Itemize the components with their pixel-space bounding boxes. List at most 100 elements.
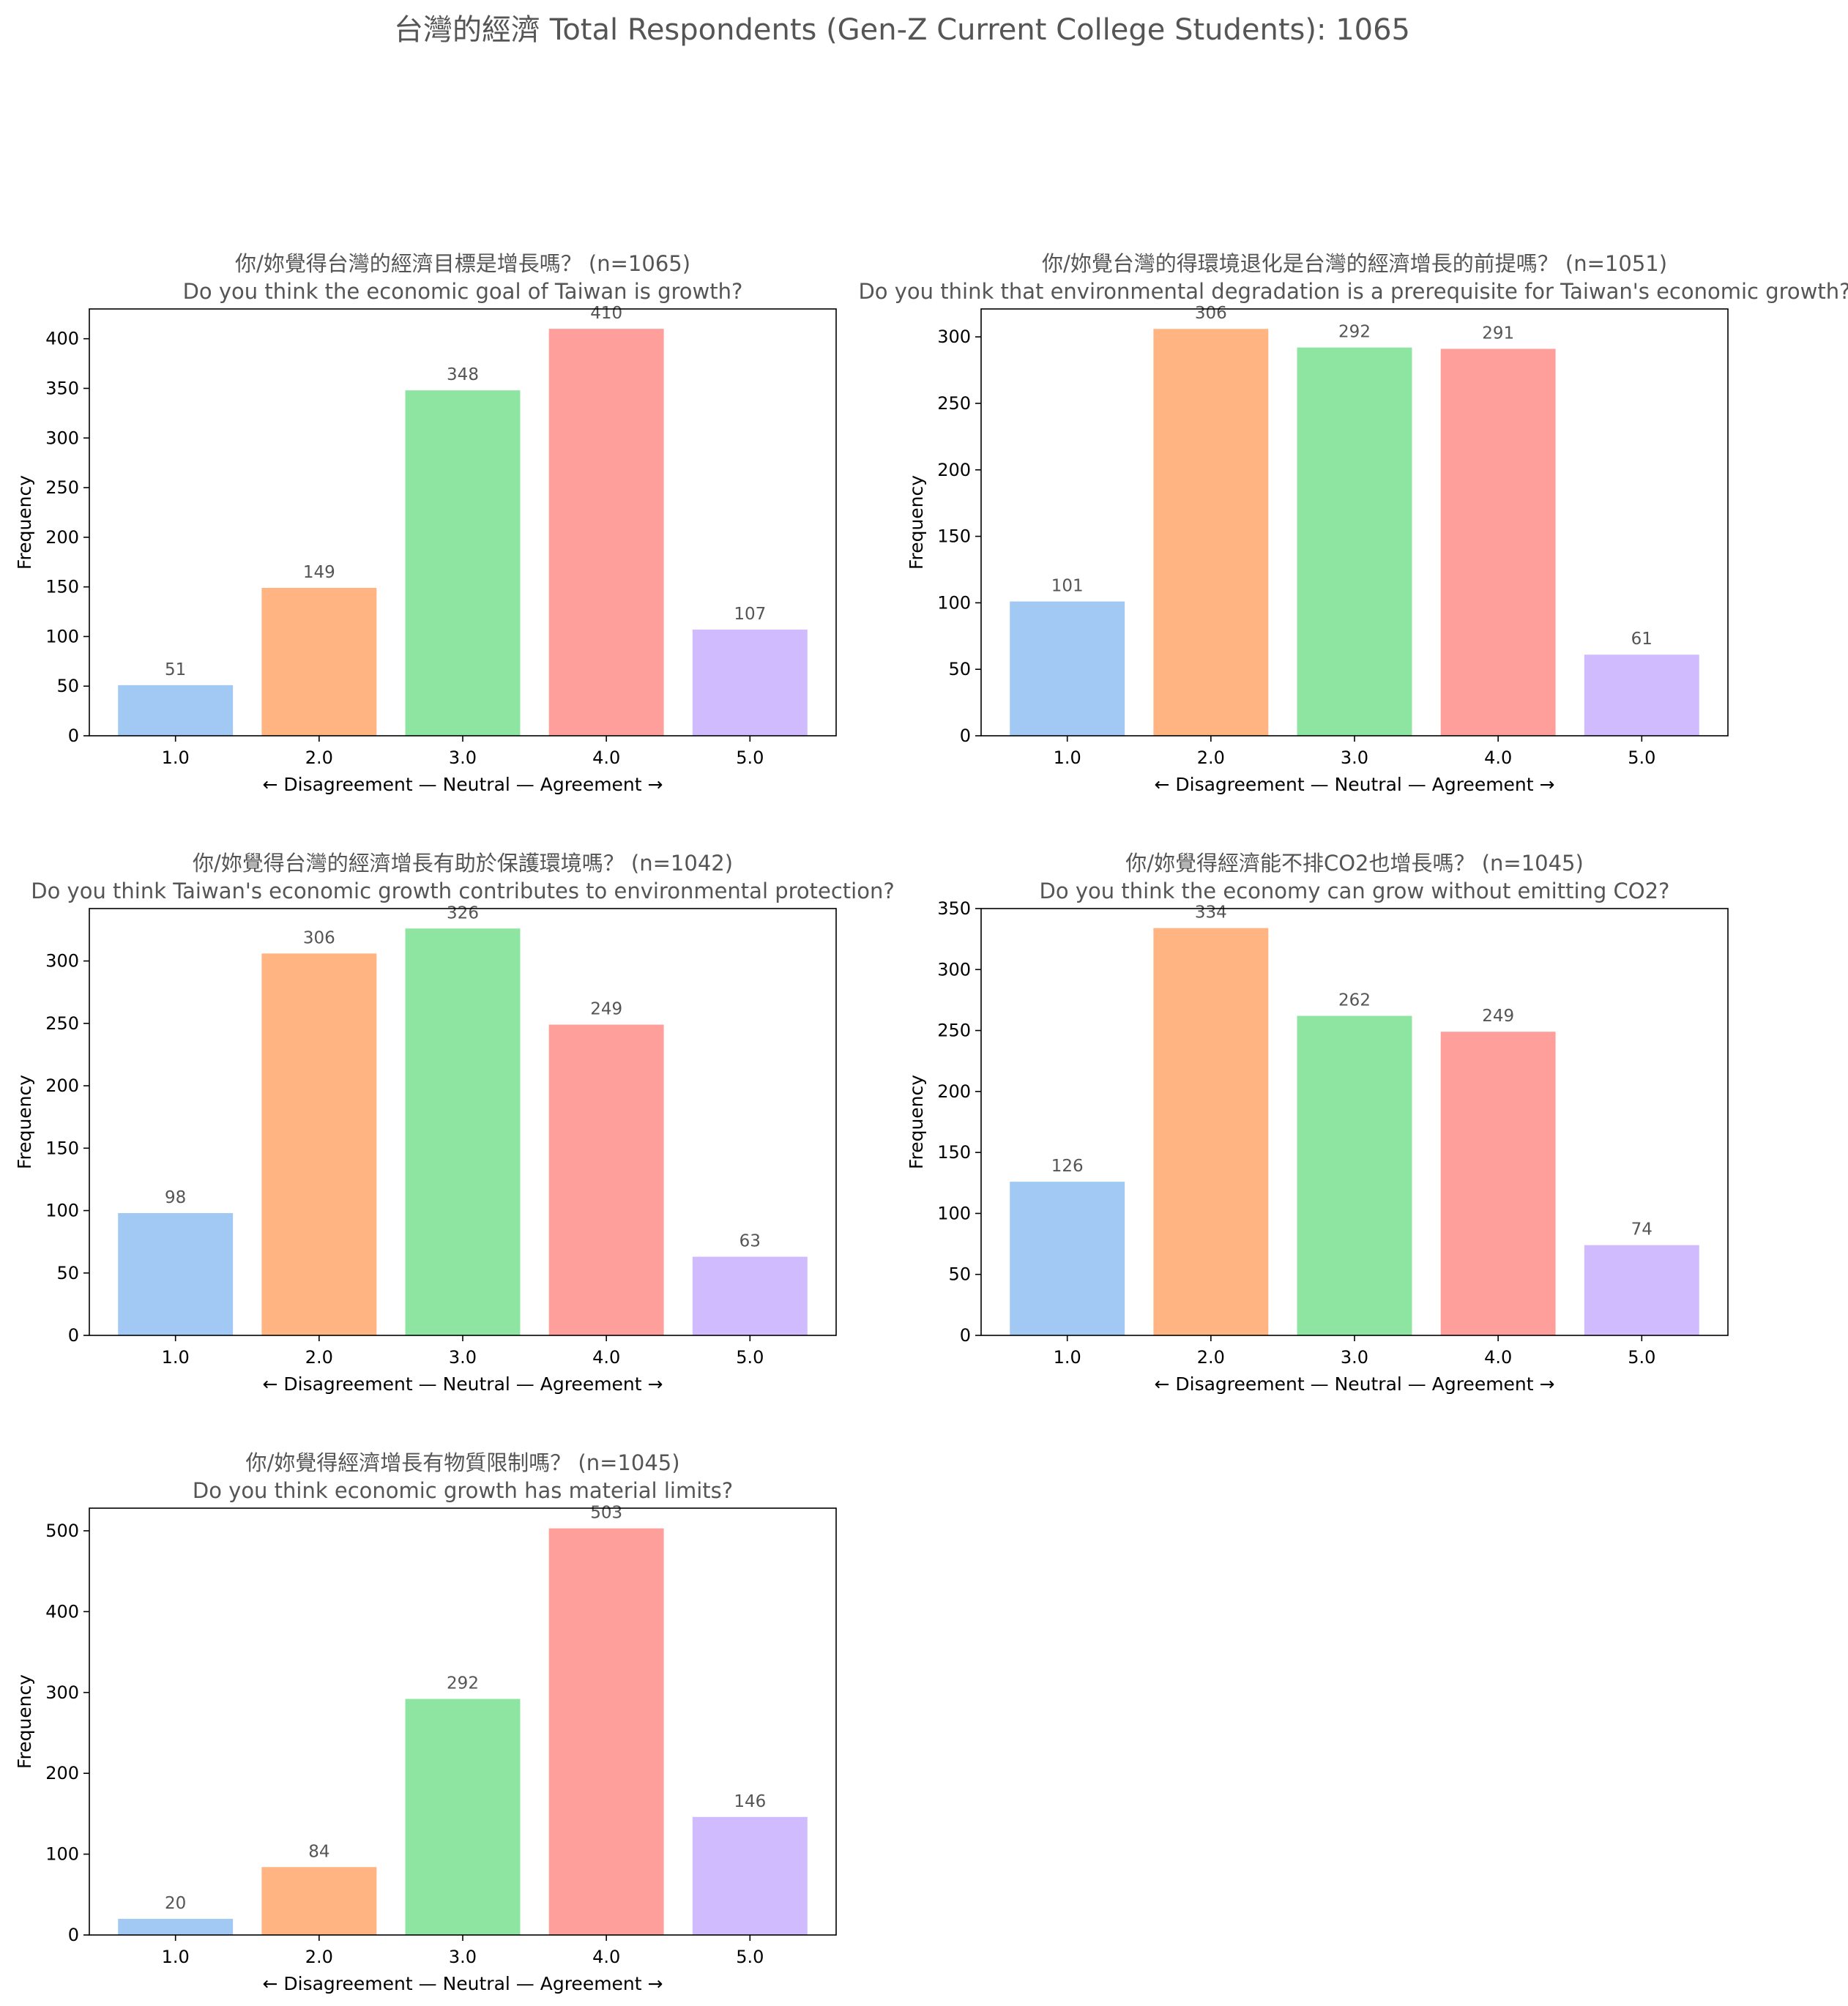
bar-3.0: [405, 928, 521, 1335]
chart-panel-3: 98 306 326 249 63 0 50 100 150 200 250 300 1.0 2.0 3.0…: [14, 851, 895, 1395]
bar-1.0: [118, 1212, 234, 1335]
x-tick-label: 5.0: [736, 1947, 764, 1967]
y-tick-label: 0: [68, 1925, 79, 1945]
bar-2.0: [261, 1867, 377, 1935]
data-label-5.0: 63: [739, 1232, 761, 1251]
bar-3.0: [1297, 1015, 1412, 1335]
data-label-4.0: 503: [590, 1504, 622, 1523]
bar-1.0: [1010, 601, 1125, 736]
y-tick-label: 250: [45, 477, 79, 498]
x-tick-label: 3.0: [1341, 1347, 1368, 1368]
x-tick-label: 1.0: [162, 1947, 190, 1967]
bar-3.0: [405, 390, 521, 736]
y-tick-label: 350: [45, 378, 79, 398]
data-label-4.0: 249: [1482, 1007, 1514, 1026]
data-label-3.0: 262: [1338, 991, 1371, 1010]
data-label-1.0: 101: [1051, 577, 1084, 596]
x-tick-label: 4.0: [1484, 747, 1512, 768]
data-label-5.0: 61: [1631, 630, 1653, 649]
x-axis-label: ← Disagreement — Neutral — Agreement →: [263, 774, 663, 795]
data-label-5.0: 146: [734, 1792, 766, 1811]
bar-2.0: [261, 587, 377, 736]
x-tick-label: 5.0: [736, 1347, 764, 1368]
y-axis-label: Frequency: [14, 475, 35, 570]
y-tick-label: 100: [45, 1844, 79, 1865]
y-tick-label: 250: [937, 1021, 971, 1041]
bar-5.0: [1584, 1245, 1699, 1335]
bar-3.0: [1297, 347, 1412, 736]
y-tick-label: 50: [56, 1263, 79, 1283]
y-axis-label: Frequency: [906, 475, 927, 570]
chart-title-line1: 你/妳覺台灣的得環境退化是台灣的經濟增長的前提嗎？ (n=1051): [1042, 251, 1667, 276]
y-tick-label: 300: [45, 951, 79, 972]
y-tick-label: 100: [937, 1203, 971, 1223]
data-label-1.0: 126: [1051, 1157, 1084, 1176]
bar-2.0: [1153, 329, 1269, 736]
x-tick-label: 3.0: [449, 1947, 477, 1967]
y-tick-label: 0: [68, 726, 79, 746]
y-tick-label: 400: [45, 329, 79, 349]
y-axis-label: Frequency: [14, 1075, 35, 1169]
y-tick-label: 50: [948, 659, 971, 679]
chart-title-line2: Do you think the economy can grow withou…: [1040, 879, 1670, 903]
x-axis-label: ← Disagreement — Neutral — Agreement →: [1155, 774, 1555, 795]
data-label-4.0: 249: [590, 1000, 622, 1019]
chart-panel-1: 51 149 348 410 107 0 50 100 150 200 250 300 350 400 1.…: [14, 251, 837, 795]
bar-4.0: [548, 1528, 664, 1935]
data-label-5.0: 107: [734, 605, 766, 624]
data-label-3.0: 348: [447, 365, 479, 384]
x-tick-label: 3.0: [1341, 747, 1368, 768]
y-tick-label: 250: [45, 1013, 79, 1034]
bar-5.0: [692, 629, 808, 736]
chart-title-line1: 你/妳覺得經濟能不排CO2也增長嗎？ (n=1045): [1125, 851, 1584, 876]
data-label-2.0: 306: [303, 928, 335, 947]
bar-4.0: [1440, 348, 1556, 736]
data-label-1.0: 51: [165, 660, 186, 679]
y-tick-label: 100: [937, 592, 971, 613]
y-axis-label: Frequency: [14, 1674, 35, 1769]
y-tick-label: 300: [45, 428, 79, 448]
data-label-2.0: 306: [1195, 304, 1227, 323]
data-label-3.0: 292: [447, 1674, 479, 1693]
chart-panel-5: 20 84 292 503 146 0 100 200 300 400 500 1.0 2.0 3.0 4.…: [14, 1450, 837, 1994]
y-tick-label: 350: [937, 898, 971, 919]
chart-title-line1: 你/妳覺得台灣的經濟目標是增長嗎？ (n=1065): [235, 251, 690, 276]
x-tick-label: 4.0: [592, 1347, 620, 1368]
y-tick-label: 300: [937, 327, 971, 347]
x-tick-label: 4.0: [1484, 1347, 1512, 1368]
chart-title-line2: Do you think economic growth has materia…: [193, 1478, 733, 1503]
y-tick-label: 100: [45, 1201, 79, 1221]
y-tick-label: 100: [45, 626, 79, 646]
y-tick-label: 200: [937, 460, 971, 480]
y-axis-label: Frequency: [906, 1075, 927, 1169]
chart-title-line1: 你/妳覺得經濟增長有物質限制嗎？ (n=1045): [245, 1450, 679, 1475]
y-tick-label: 200: [45, 1075, 79, 1096]
data-label-2.0: 149: [303, 563, 335, 582]
data-label-4.0: 410: [590, 304, 622, 323]
y-tick-label: 150: [45, 1138, 79, 1158]
x-tick-label: 1.0: [1054, 1347, 1081, 1368]
charts-group: 511493484101070501001502002503003504001.…: [14, 251, 1848, 1994]
x-tick-label: 5.0: [1628, 747, 1655, 768]
x-axis-label: ← Disagreement — Neutral — Agreement →: [1155, 1373, 1555, 1395]
x-tick-label: 2.0: [1197, 1347, 1225, 1368]
x-tick-label: 5.0: [1628, 1347, 1655, 1368]
x-tick-label: 2.0: [1197, 747, 1225, 768]
data-label-3.0: 292: [1338, 323, 1371, 342]
x-tick-label: 2.0: [305, 747, 333, 768]
data-label-4.0: 291: [1482, 324, 1514, 343]
y-tick-label: 300: [937, 959, 971, 980]
bar-4.0: [1440, 1032, 1556, 1335]
x-tick-label: 2.0: [305, 1347, 333, 1368]
data-label-3.0: 326: [447, 903, 479, 922]
bar-2.0: [1153, 928, 1269, 1335]
chart-panel-2: 101 306 292 291 61 0 50 100 150 200 250 300 1.0 2.0 3.…: [858, 251, 1848, 795]
x-tick-label: 1.0: [1054, 747, 1081, 768]
bar-1.0: [118, 685, 234, 736]
data-label-1.0: 20: [165, 1894, 186, 1913]
bar-5.0: [692, 1816, 808, 1935]
data-label-5.0: 74: [1631, 1220, 1653, 1239]
y-tick-label: 150: [937, 1142, 971, 1163]
y-tick-label: 150: [937, 526, 971, 547]
